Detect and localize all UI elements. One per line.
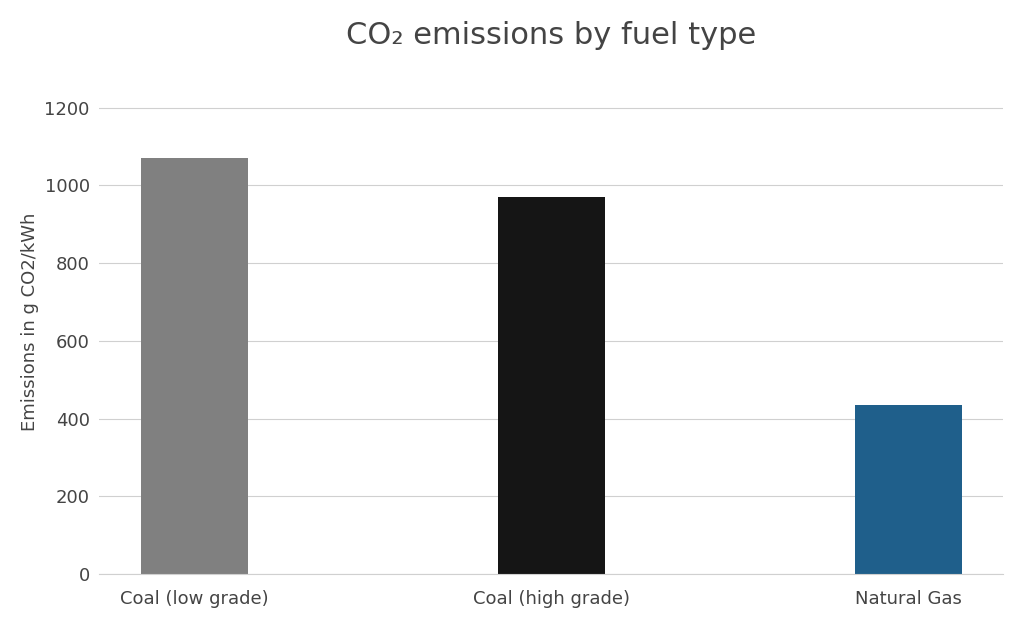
Bar xyxy=(855,405,963,574)
Y-axis label: Emissions in g CO2/kWh: Emissions in g CO2/kWh xyxy=(20,213,39,431)
Title: CO₂ emissions by fuel type: CO₂ emissions by fuel type xyxy=(346,21,757,50)
Bar xyxy=(140,159,248,574)
Bar xyxy=(498,197,605,574)
